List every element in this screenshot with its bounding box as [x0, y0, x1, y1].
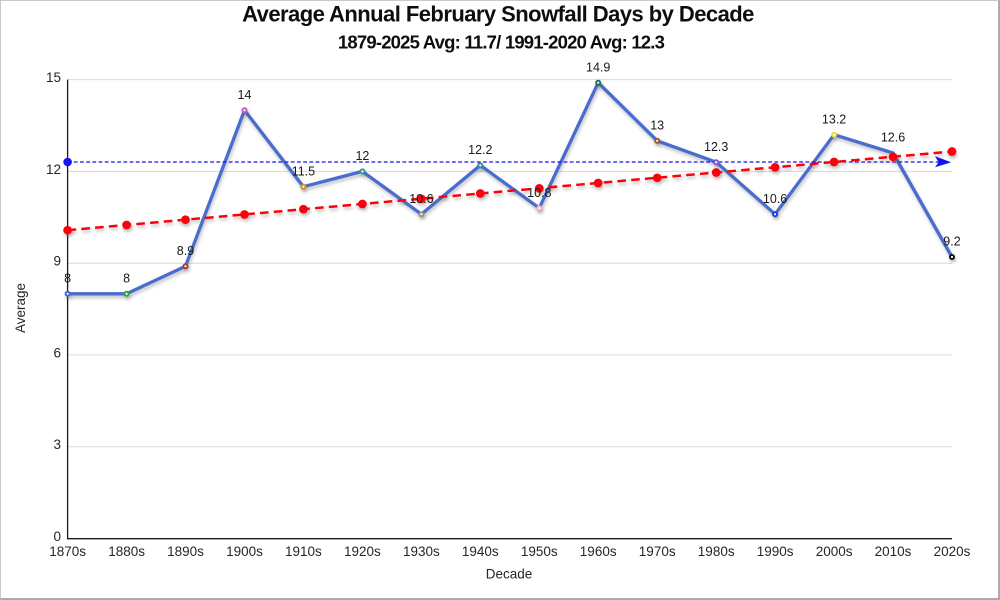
svg-text:1900s: 1900s	[226, 544, 263, 559]
svg-text:6: 6	[53, 345, 61, 360]
svg-text:1930s: 1930s	[403, 544, 440, 559]
svg-text:3: 3	[53, 437, 61, 452]
svg-text:1960s: 1960s	[580, 544, 617, 559]
svg-text:12.2: 12.2	[468, 143, 492, 157]
svg-text:1870s: 1870s	[49, 544, 86, 559]
svg-text:8: 8	[123, 272, 130, 286]
svg-text:Average: Average	[13, 283, 28, 333]
svg-text:1980s: 1980s	[698, 544, 735, 559]
svg-text:13: 13	[650, 119, 664, 133]
svg-text:9: 9	[53, 254, 61, 269]
svg-text:14: 14	[238, 88, 252, 102]
svg-text:12.3: 12.3	[704, 140, 728, 154]
svg-text:10.6: 10.6	[763, 192, 787, 206]
svg-text:2020s: 2020s	[934, 544, 971, 559]
svg-text:12: 12	[46, 162, 61, 177]
svg-text:1880s: 1880s	[108, 544, 145, 559]
svg-text:9.2: 9.2	[943, 235, 960, 249]
svg-text:Average Annual February Snowfa: Average Annual February Snowfall Days by…	[242, 2, 754, 27]
svg-text:14.9: 14.9	[586, 60, 610, 74]
svg-text:12: 12	[355, 149, 369, 163]
svg-text:11.5: 11.5	[292, 164, 315, 178]
svg-text:13.2: 13.2	[822, 112, 846, 126]
svg-text:1890s: 1890s	[167, 544, 204, 559]
svg-text:8: 8	[64, 272, 71, 286]
svg-text:1879-2025 Avg: 11.7/ 1991-2020: 1879-2025 Avg: 11.7/ 1991-2020 Avg: 12.3	[338, 32, 665, 53]
svg-text:8.9: 8.9	[177, 244, 194, 258]
svg-text:1970s: 1970s	[639, 544, 676, 559]
svg-text:1920s: 1920s	[344, 544, 381, 559]
svg-text:12.6: 12.6	[881, 131, 905, 145]
svg-text:1940s: 1940s	[462, 544, 499, 559]
svg-text:2010s: 2010s	[875, 544, 912, 559]
svg-text:2000s: 2000s	[816, 544, 853, 559]
svg-text:15: 15	[46, 70, 61, 85]
svg-text:10.8: 10.8	[527, 186, 551, 200]
svg-text:10.6: 10.6	[409, 192, 433, 206]
svg-text:Decade: Decade	[486, 567, 533, 582]
svg-text:1910s: 1910s	[285, 544, 322, 559]
svg-text:1990s: 1990s	[757, 544, 794, 559]
svg-text:1950s: 1950s	[521, 544, 558, 559]
svg-text:0: 0	[53, 529, 61, 544]
